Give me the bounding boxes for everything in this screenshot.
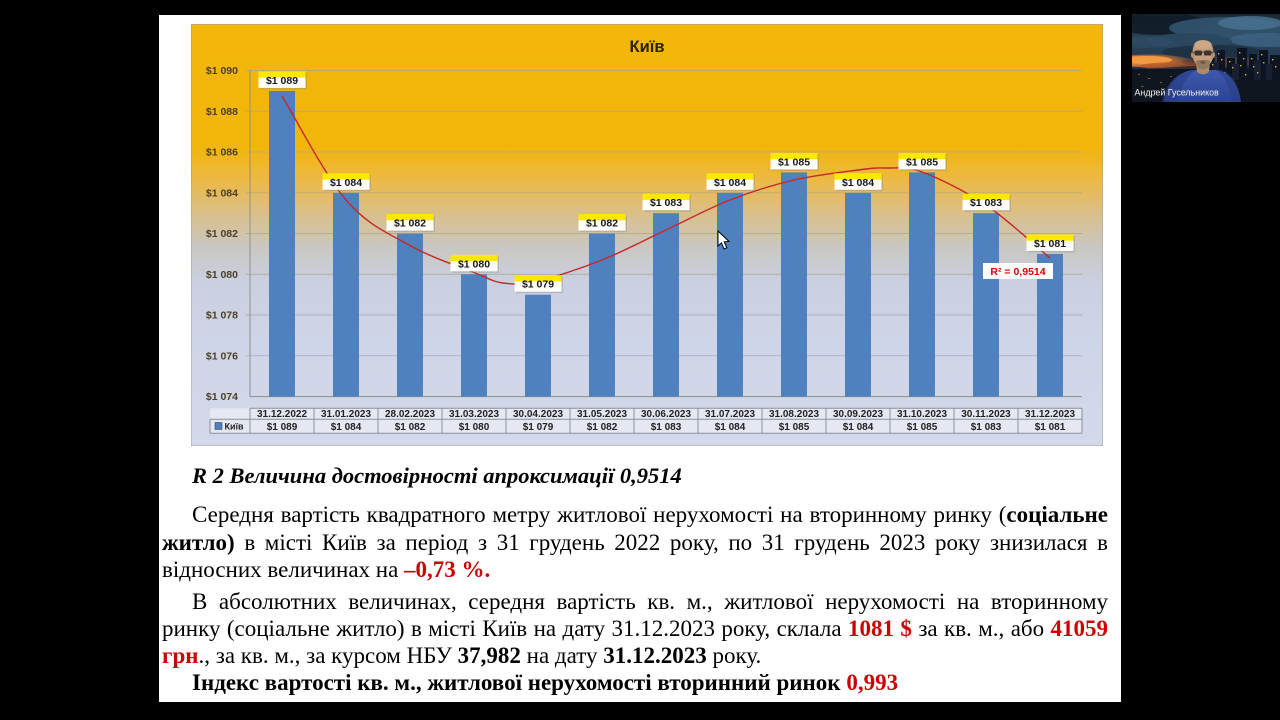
svg-text:28.02.2023: 28.02.2023	[385, 409, 435, 420]
svg-text:30.11.2023: 30.11.2023	[961, 409, 1011, 420]
svg-text:$1 081: $1 081	[1034, 238, 1066, 250]
svg-text:Андрей Гусельников: Андрей Гусельников	[1135, 88, 1220, 98]
svg-text:31.05.2023: 31.05.2023	[577, 409, 627, 420]
svg-text:$1 083: $1 083	[970, 197, 1002, 209]
svg-text:$1 088: $1 088	[206, 106, 238, 118]
svg-text:31.01.2023: 31.01.2023	[321, 409, 371, 420]
svg-text:31.07.2023: 31.07.2023	[705, 409, 755, 420]
svg-text:$1 083: $1 083	[971, 422, 1002, 433]
svg-text:$1 084: $1 084	[331, 422, 362, 433]
svg-text:30.06.2023: 30.06.2023	[641, 409, 691, 420]
svg-text:$1 082: $1 082	[394, 218, 426, 230]
svg-text:31.10.2023: 31.10.2023	[897, 409, 947, 420]
svg-text:$1 082: $1 082	[586, 218, 618, 230]
svg-text:$1 085: $1 085	[779, 422, 810, 433]
svg-text:$1 083: $1 083	[650, 197, 682, 209]
svg-text:$1 076: $1 076	[206, 350, 238, 362]
svg-text:$1 079: $1 079	[523, 422, 554, 433]
svg-text:$1 074: $1 074	[206, 391, 238, 403]
svg-text:$1 084: $1 084	[330, 177, 362, 189]
svg-text:Київ: Київ	[225, 422, 245, 432]
svg-text:$1 084: $1 084	[842, 177, 874, 189]
svg-text:$1 084: $1 084	[843, 422, 874, 433]
svg-text:31.12.2023: 31.12.2023	[1025, 409, 1075, 420]
svg-text:31.12.2022: 31.12.2022	[257, 409, 307, 420]
svg-text:$1 082: $1 082	[206, 228, 238, 240]
svg-text:$1 080: $1 080	[458, 258, 490, 270]
svg-text:$1 084: $1 084	[714, 177, 746, 189]
svg-text:30.09.2023: 30.09.2023	[833, 409, 883, 420]
svg-text:$1 084: $1 084	[206, 187, 238, 199]
svg-text:$1 085: $1 085	[778, 156, 810, 168]
svg-text:R² = 0,9514: R² = 0,9514	[990, 266, 1045, 278]
svg-text:30.04.2023: 30.04.2023	[513, 409, 563, 420]
svg-text:$1 090: $1 090	[206, 65, 238, 77]
svg-text:$1 086: $1 086	[206, 147, 238, 159]
svg-text:$1 085: $1 085	[906, 156, 938, 168]
svg-text:Київ: Київ	[630, 38, 665, 56]
svg-text:$1 089: $1 089	[267, 422, 298, 433]
svg-text:$1 082: $1 082	[587, 422, 618, 433]
svg-text:$1 081: $1 081	[1035, 422, 1066, 433]
svg-text:$1 078: $1 078	[206, 310, 238, 322]
svg-text:$1 084: $1 084	[715, 422, 746, 433]
svg-text:$1 079: $1 079	[522, 279, 554, 291]
svg-text:$1 082: $1 082	[395, 422, 426, 433]
svg-text:$1 083: $1 083	[651, 422, 682, 433]
svg-text:$1 085: $1 085	[907, 422, 938, 433]
svg-text:31.08.2023: 31.08.2023	[769, 409, 819, 420]
svg-text:$1 080: $1 080	[459, 422, 490, 433]
svg-text:31.03.2023: 31.03.2023	[449, 409, 499, 420]
svg-text:$1 080: $1 080	[206, 269, 238, 281]
svg-text:$1 089: $1 089	[266, 75, 298, 87]
